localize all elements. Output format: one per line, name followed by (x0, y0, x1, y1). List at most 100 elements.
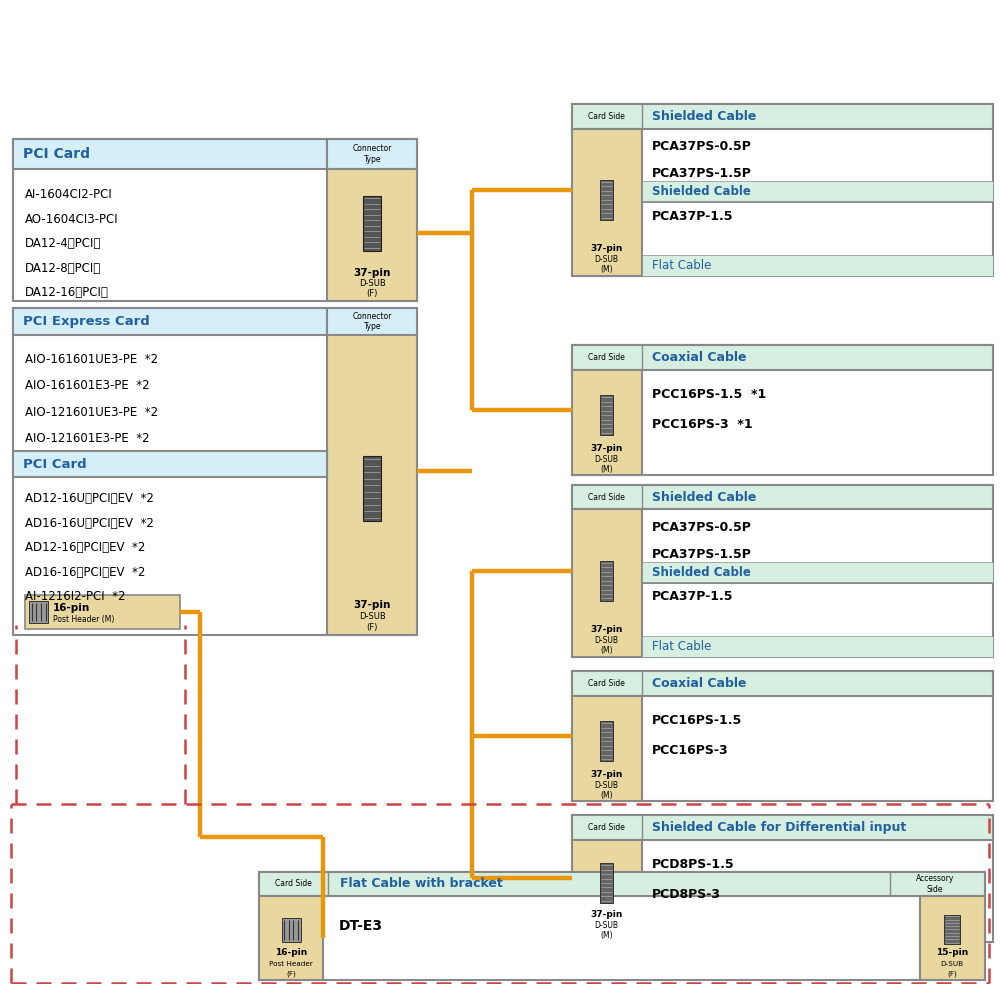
FancyBboxPatch shape (13, 307, 417, 634)
Text: PCA37PS-1.5P: PCA37PS-1.5P (652, 166, 751, 180)
Text: Post Header: Post Header (269, 960, 313, 966)
Text: Shielded Cable: Shielded Cable (652, 185, 750, 198)
Text: (F): (F) (286, 970, 296, 977)
Text: Flat Cable: Flat Cable (652, 259, 711, 272)
FancyBboxPatch shape (600, 560, 613, 601)
Text: D-SUB: D-SUB (359, 612, 386, 622)
Text: (F): (F) (367, 624, 378, 632)
FancyBboxPatch shape (600, 863, 613, 903)
FancyBboxPatch shape (572, 696, 642, 801)
Text: PCC16PS-3: PCC16PS-3 (652, 745, 728, 757)
Text: Card Side: Card Side (588, 112, 625, 121)
Text: Card Side: Card Side (588, 680, 625, 689)
Text: AI-1216I2-PCI  *2: AI-1216I2-PCI *2 (25, 590, 126, 603)
Text: AD16-16（PCI）EV  *2: AD16-16（PCI）EV *2 (25, 565, 146, 579)
FancyBboxPatch shape (282, 918, 301, 942)
Text: PCC16PS-3  *1: PCC16PS-3 *1 (652, 419, 752, 431)
Text: DA12-4（PCI）: DA12-4（PCI） (25, 237, 102, 250)
Text: AIO-121601E3-PE  *2: AIO-121601E3-PE *2 (25, 432, 150, 445)
Text: 37-pin: 37-pin (354, 600, 391, 610)
Text: AIO-121601UE3-PE  *2: AIO-121601UE3-PE *2 (25, 406, 158, 419)
FancyBboxPatch shape (572, 816, 993, 942)
Text: 15-pin: 15-pin (936, 949, 968, 957)
Text: PCC16PS-1.5: PCC16PS-1.5 (652, 714, 742, 727)
Text: PCI Express Card: PCI Express Card (23, 315, 150, 328)
Text: 37-pin: 37-pin (591, 244, 623, 253)
Text: DA12-16（PCI）: DA12-16（PCI） (25, 286, 109, 299)
FancyBboxPatch shape (327, 139, 417, 168)
FancyBboxPatch shape (572, 128, 642, 276)
FancyBboxPatch shape (327, 336, 417, 634)
Text: 37-pin: 37-pin (591, 443, 623, 453)
Text: (M): (M) (600, 646, 613, 655)
Text: (M): (M) (600, 791, 613, 800)
Text: D-SUB: D-SUB (595, 636, 619, 645)
Text: PCA37PS-0.5P: PCA37PS-0.5P (652, 521, 751, 534)
Text: PCI Card: PCI Card (23, 147, 90, 161)
FancyBboxPatch shape (13, 139, 327, 168)
FancyBboxPatch shape (600, 721, 613, 761)
FancyBboxPatch shape (944, 914, 960, 945)
FancyBboxPatch shape (572, 672, 993, 696)
FancyBboxPatch shape (13, 451, 327, 477)
Text: PCD8PS-1.5: PCD8PS-1.5 (652, 858, 734, 871)
FancyBboxPatch shape (363, 456, 381, 521)
Text: PCA37PS-0.5P: PCA37PS-0.5P (652, 140, 751, 153)
Text: 37-pin: 37-pin (591, 910, 623, 919)
Text: Flat Cable: Flat Cable (652, 639, 711, 653)
Text: 37-pin: 37-pin (591, 769, 623, 779)
Text: Coaxial Cable: Coaxial Cable (652, 678, 746, 690)
Text: DT-E3: DT-E3 (338, 919, 382, 933)
Text: PCA37P-1.5: PCA37P-1.5 (652, 210, 733, 223)
Text: AI-1604CI2-PCI: AI-1604CI2-PCI (25, 188, 113, 201)
Text: Connector
Type: Connector Type (353, 144, 392, 164)
Text: PCI Card: PCI Card (23, 458, 87, 471)
Text: 16-pin: 16-pin (53, 603, 90, 613)
Text: AD12-16（PCI）EV  *2: AD12-16（PCI）EV *2 (25, 542, 146, 555)
FancyBboxPatch shape (600, 395, 613, 435)
Text: PCA37PS-1.5P: PCA37PS-1.5P (652, 548, 751, 560)
Text: DA12-8（PCI）: DA12-8（PCI） (25, 262, 102, 275)
FancyBboxPatch shape (259, 872, 985, 980)
FancyBboxPatch shape (572, 485, 993, 657)
Text: (M): (M) (600, 265, 613, 274)
Text: Shielded Cable: Shielded Cable (652, 491, 756, 503)
FancyBboxPatch shape (572, 509, 642, 657)
FancyBboxPatch shape (920, 896, 985, 980)
Text: D-SUB: D-SUB (595, 455, 619, 464)
FancyBboxPatch shape (363, 196, 381, 250)
FancyBboxPatch shape (642, 562, 993, 583)
Text: Shielded Cable for Differential input: Shielded Cable for Differential input (652, 821, 906, 834)
Text: Flat Cable with bracket: Flat Cable with bracket (340, 878, 503, 890)
Text: D-SUB: D-SUB (595, 781, 619, 790)
Text: 16-pin: 16-pin (275, 949, 307, 957)
Text: Connector
Type: Connector Type (353, 312, 392, 331)
Text: PCC16PS-1.5  *1: PCC16PS-1.5 *1 (652, 388, 766, 401)
FancyBboxPatch shape (259, 896, 323, 980)
FancyBboxPatch shape (642, 635, 993, 657)
Text: AIO-161601UE3-PE  *2: AIO-161601UE3-PE *2 (25, 353, 158, 365)
Text: (M): (M) (600, 931, 613, 941)
FancyBboxPatch shape (327, 168, 417, 300)
FancyBboxPatch shape (572, 816, 993, 839)
FancyBboxPatch shape (327, 307, 417, 336)
Text: D-SUB: D-SUB (359, 279, 386, 288)
Text: AIO-161601E3-PE  *2: AIO-161601E3-PE *2 (25, 379, 150, 392)
FancyBboxPatch shape (572, 346, 993, 475)
Text: PCD8PS-3: PCD8PS-3 (652, 887, 721, 901)
Text: AD12-16U（PCI）EV  *2: AD12-16U（PCI）EV *2 (25, 492, 154, 505)
Text: Card Side: Card Side (275, 880, 312, 888)
Text: Post Header (M): Post Header (M) (53, 616, 115, 624)
Text: D-SUB: D-SUB (595, 921, 619, 930)
FancyBboxPatch shape (13, 307, 327, 336)
FancyBboxPatch shape (600, 180, 613, 220)
Text: AO-1604CI3-PCI: AO-1604CI3-PCI (25, 213, 119, 226)
FancyBboxPatch shape (29, 601, 48, 623)
FancyBboxPatch shape (25, 595, 180, 628)
FancyBboxPatch shape (572, 485, 993, 509)
Text: 37-pin: 37-pin (354, 268, 391, 278)
Text: Card Side: Card Side (588, 822, 625, 831)
Text: 37-pin: 37-pin (591, 625, 623, 634)
FancyBboxPatch shape (642, 255, 993, 276)
FancyBboxPatch shape (572, 672, 993, 801)
